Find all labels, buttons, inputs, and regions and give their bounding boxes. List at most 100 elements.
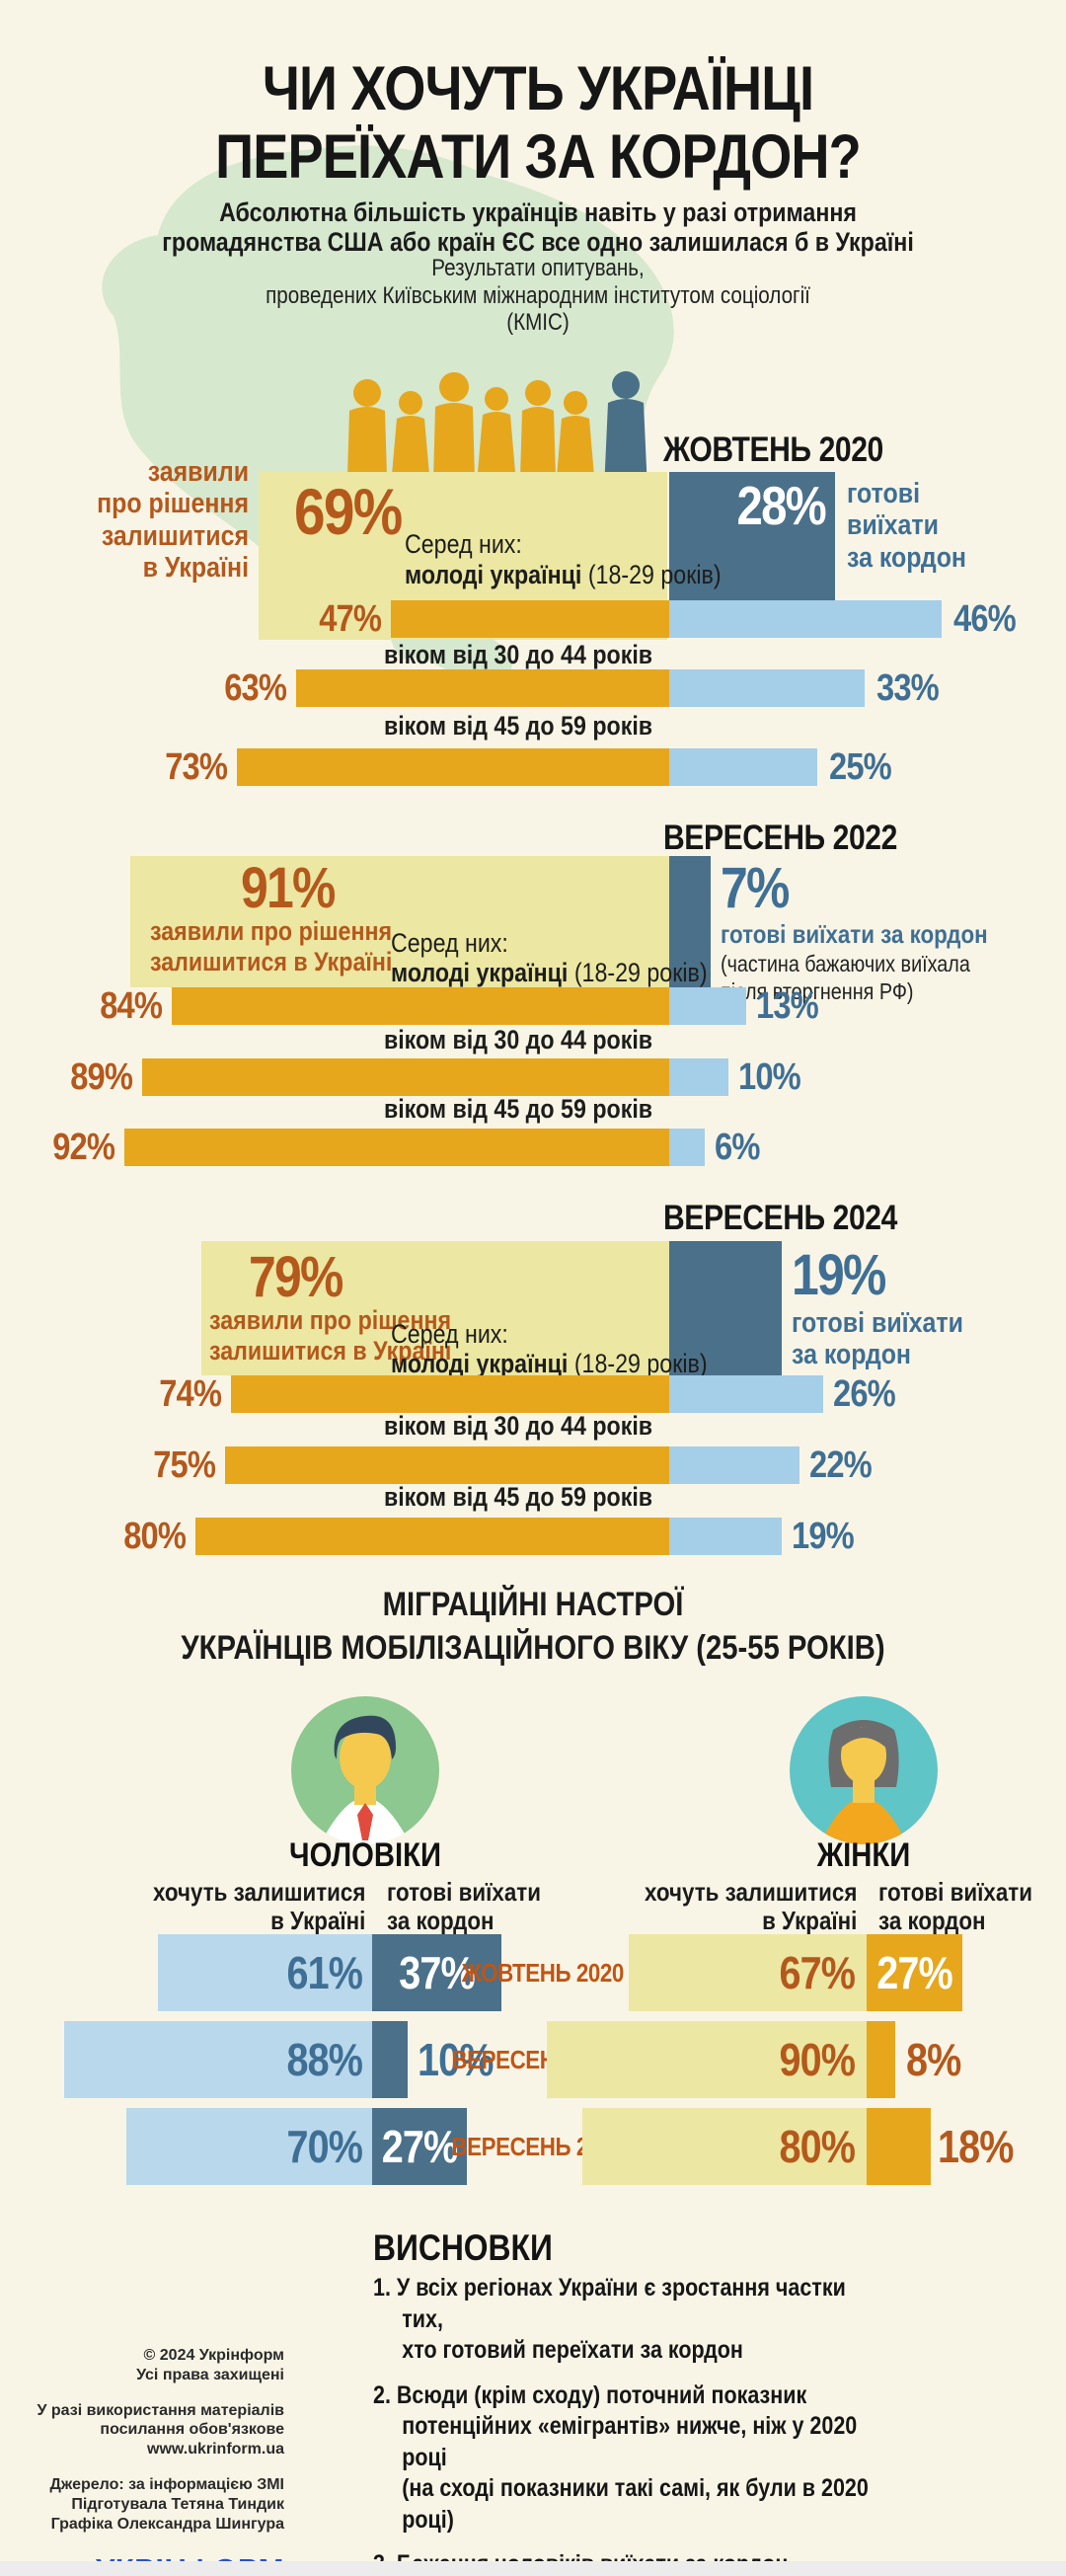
stay-bar xyxy=(172,987,669,1025)
leave-bar-label: 6% xyxy=(715,1127,760,1168)
men-stay-bar xyxy=(126,2108,372,2185)
young-label: молоді українці (18-29 років) xyxy=(405,560,722,589)
among-label: Серед них: xyxy=(391,928,508,958)
men-leave-label: 10% xyxy=(418,2034,494,2085)
bottom-strip xyxy=(0,2561,1066,2576)
men-leave-bar xyxy=(372,1934,501,2011)
copyright-text: © 2024 Укрінформ Усі права захищені xyxy=(136,2347,284,2383)
stay-bar xyxy=(225,1446,669,1484)
leave-bar-label: 22% xyxy=(809,1444,873,1486)
young-label-rest: (18-29 років) xyxy=(568,958,708,987)
young-label-rest: (18-29 років) xyxy=(568,1349,708,1378)
page-title: ЧИ ХОЧУТЬ УКРАЇНЦІ ПЕРЕЇХАТИ ЗА КОРДОН? xyxy=(215,54,862,193)
stay-bar-label: 47% xyxy=(319,598,382,640)
women-stay-bar xyxy=(629,1934,867,2011)
age-group-label: віком від 45 до 59 років xyxy=(383,711,653,741)
leave-bar-label: 25% xyxy=(829,746,892,788)
credits-block: © 2024 Укрінформ Усі права захищені У ра… xyxy=(30,2346,284,2576)
men-label: ЧОЛОВІКИ xyxy=(289,1836,441,1874)
men-stay-header: хочуть залишитися в Україні xyxy=(152,1877,365,1935)
age-group-label: віком від 30 до 44 років xyxy=(383,1025,653,1054)
leave-bar xyxy=(669,1518,782,1555)
women-stay-bar xyxy=(547,2021,867,2098)
leave-value: 28% xyxy=(736,475,826,536)
stay-bar xyxy=(231,1375,669,1413)
man-avatar-icon xyxy=(291,1696,439,1844)
women-stay-label: 90% xyxy=(779,2034,855,2085)
stay-box xyxy=(130,856,669,987)
leave-caption: готові виїхати за кордон xyxy=(847,478,967,574)
men-stay-label: 70% xyxy=(286,2121,362,2172)
stay-bar xyxy=(195,1518,669,1555)
stay-bar-label: 84% xyxy=(100,985,163,1027)
stay-bar-label: 73% xyxy=(165,746,228,788)
women-leave-label: 18% xyxy=(938,2121,1014,2172)
leave-bar xyxy=(669,600,942,638)
young-label-bold: молоді українці xyxy=(391,1349,569,1378)
young-label: молоді українці (18-29 років) xyxy=(391,958,708,987)
among-label: Серед них: xyxy=(391,1319,508,1349)
men-leave-label: 37% xyxy=(399,1947,475,1998)
stay-bar xyxy=(124,1129,669,1166)
leave-bar xyxy=(669,669,865,707)
men-stay-label: 88% xyxy=(286,2034,362,2085)
leave-bar xyxy=(669,1129,705,1166)
among-label: Серед них: xyxy=(405,529,522,559)
leave-bar xyxy=(669,1446,800,1484)
mobilization-title: МІГРАЦІЙНІ НАСТРОЇ УКРАЇНЦІВ МОБІЛІЗАЦІЙ… xyxy=(181,1586,885,1667)
leave-box xyxy=(669,1241,782,1375)
leave-note: (частина бажаючих виїхала після вторгнен… xyxy=(721,951,970,1005)
survey-period-title: ВЕРЕСЕНЬ 2024 xyxy=(663,1199,897,1237)
mobilization-period-label: ЖОВТЕНЬ 2020 xyxy=(461,1958,625,1988)
age-group-label: віком від 45 до 59 років xyxy=(383,1482,653,1512)
women-leave-bar xyxy=(867,1934,962,2011)
women-leave-bar xyxy=(867,2108,931,2185)
stay-value: 79% xyxy=(249,1245,343,1309)
conclusion-item: 1. У всіх регіонах України є зростання ч… xyxy=(373,2274,846,2364)
source-text: Джерело: за інформацією ЗМІ Підготувала … xyxy=(49,2476,284,2533)
leave-bar-label: 26% xyxy=(833,1373,896,1415)
women-leave-label: 27% xyxy=(876,1947,952,1998)
young-label-bold: молоді українці xyxy=(405,560,582,589)
young-label-bold: молоді українці xyxy=(391,958,569,987)
young-label: молоді українці (18-29 років) xyxy=(391,1349,708,1378)
men-leave-header: готові виїхати за кордон xyxy=(387,1877,541,1935)
usage-text: У разі використання матеріалів посилання… xyxy=(37,2401,284,2459)
survey-period-title: ВЕРЕСЕНЬ 2022 xyxy=(663,819,897,857)
leave-bar xyxy=(669,1058,728,1096)
men-stay-label: 61% xyxy=(286,1947,362,1998)
stay-bar xyxy=(296,669,669,707)
stay-caption: заявили про рішення залишитися в Україні xyxy=(209,1305,452,1366)
survey-note: Результати опитувань, проведених Київськ… xyxy=(266,255,810,337)
stay-bar xyxy=(237,748,669,786)
stay-bar xyxy=(142,1058,669,1096)
men-leave-bar xyxy=(372,2021,408,2098)
leave-bar-label: 13% xyxy=(756,985,819,1027)
women-stay-header: хочуть залишитися в Україні xyxy=(644,1877,857,1935)
woman-avatar-icon xyxy=(790,1696,938,1844)
conclusions-title: ВИСНОВКИ xyxy=(373,2227,553,2268)
women-leave-header: готові виїхати за кордон xyxy=(878,1877,1032,1935)
women-stay-label: 67% xyxy=(779,1947,855,1998)
stay-value: 69% xyxy=(294,475,403,548)
leave-bar xyxy=(669,748,817,786)
leave-value: 19% xyxy=(792,1243,886,1307)
women-label: ЖІНКИ xyxy=(816,1836,911,1874)
leave-bar-label: 33% xyxy=(876,667,940,709)
stay-caption: заявили про рішення залишитися в Україні xyxy=(150,916,393,977)
leave-value: 7% xyxy=(721,856,790,920)
women-stay-bar xyxy=(582,2108,867,2185)
conclusions-list: 1. У всіх регіонах України є зростання ч… xyxy=(373,2273,975,2576)
stay-bar xyxy=(391,600,669,638)
conclusion-item: 2. Всюди (крім сходу) поточний показник … xyxy=(373,2381,869,2534)
leave-bar xyxy=(669,1375,823,1413)
ukraine-map-icon xyxy=(102,145,674,681)
leave-caption: готові виїхати за кордон xyxy=(792,1307,963,1371)
men-leave-label: 27% xyxy=(381,2121,458,2172)
stay-caption: заявили про рішення залишитися в Україні xyxy=(97,456,249,585)
age-group-label: віком від 45 до 59 років xyxy=(383,1094,653,1124)
young-label-rest: (18-29 років) xyxy=(581,560,722,589)
leave-bar-label: 10% xyxy=(738,1056,801,1098)
stay-bar-label: 74% xyxy=(159,1373,222,1415)
